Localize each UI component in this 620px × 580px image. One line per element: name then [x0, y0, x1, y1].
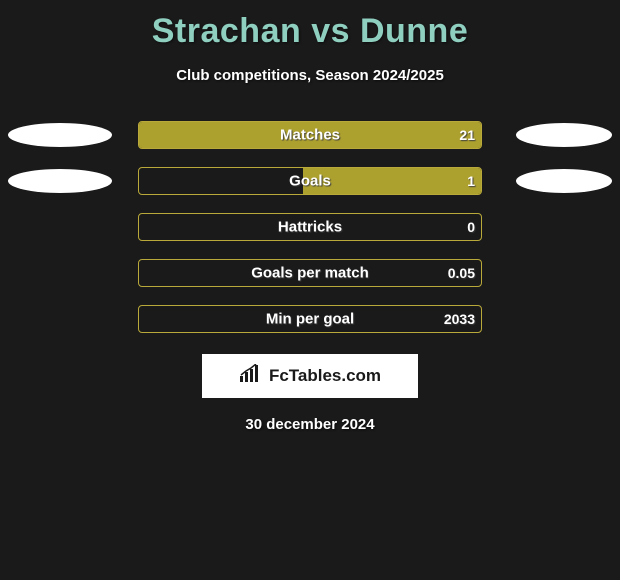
- bar-track: Matches21: [138, 121, 482, 149]
- bar-value-right: 2033: [444, 311, 475, 327]
- bar-value-right: 1: [467, 173, 475, 189]
- stat-row: Min per goal2033: [0, 296, 620, 342]
- bar-fill-right: [139, 122, 481, 148]
- left-ellipse: [8, 123, 112, 147]
- bar-label: Goals per match: [139, 265, 481, 282]
- stat-row: Matches21: [0, 112, 620, 158]
- stat-row: Goals1: [0, 158, 620, 204]
- bar-label: Min per goal: [139, 311, 481, 328]
- subtitle: Club competitions, Season 2024/2025: [0, 67, 620, 84]
- date-text: 30 december 2024: [0, 416, 620, 433]
- logo-box: FcTables.com: [202, 354, 418, 398]
- comparison-chart: Matches21 Goals1 Hattricks0 Goals per match…: [0, 112, 620, 342]
- bar-value-right: 0.05: [448, 265, 475, 281]
- bar-chart-icon: [239, 364, 263, 389]
- right-ellipse: [516, 169, 612, 193]
- stat-row: Hattricks0: [0, 204, 620, 250]
- bar-value-right: 0: [467, 219, 475, 235]
- right-ellipse: [516, 123, 612, 147]
- page-title: Strachan vs Dunne: [0, 0, 620, 51]
- logo-text: FcTables.com: [269, 366, 381, 386]
- bar-value-right: 21: [459, 127, 475, 143]
- bar-label: Hattricks: [139, 219, 481, 236]
- bar-track: Goals per match0.05: [138, 259, 482, 287]
- bar-track: Hattricks0: [138, 213, 482, 241]
- bar-track: Goals1: [138, 167, 482, 195]
- stat-row: Goals per match0.05: [0, 250, 620, 296]
- bar-fill-right: [303, 168, 481, 194]
- left-ellipse: [8, 169, 112, 193]
- bar-track: Min per goal2033: [138, 305, 482, 333]
